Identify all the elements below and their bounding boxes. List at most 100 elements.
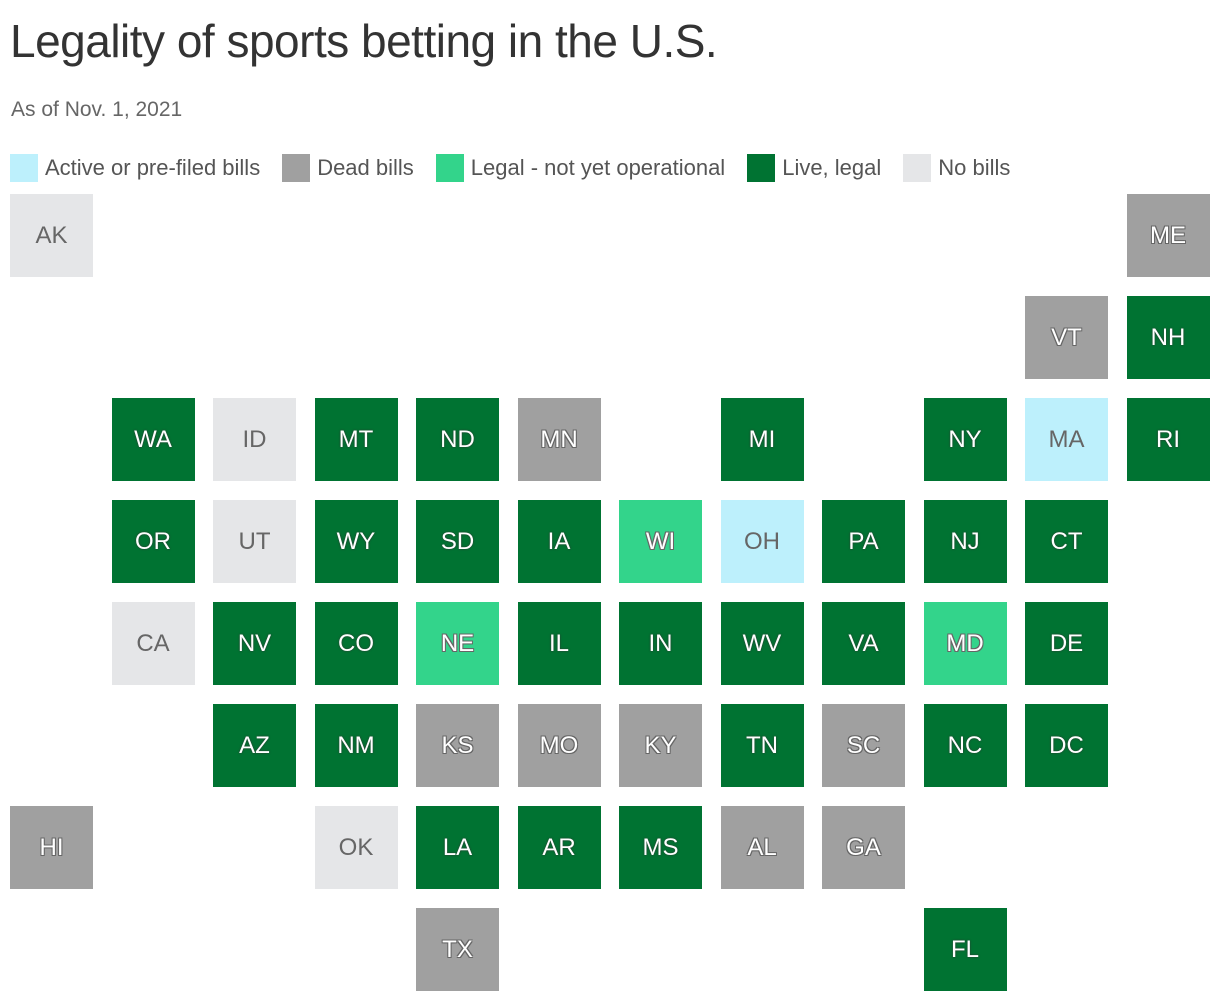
state-label: VT: [1051, 323, 1082, 351]
title: Legality of sports betting in the U.S.: [10, 15, 718, 67]
legend-item: Active or pre-filed bills: [10, 154, 260, 182]
state-tile: DC: [1025, 704, 1108, 787]
state-tile: WV: [720, 602, 804, 685]
state-label: AK: [35, 221, 68, 249]
legend-label: No bills: [938, 155, 1011, 180]
state-label: NH: [1150, 323, 1186, 351]
state-tile: CO: [314, 602, 398, 685]
legend-swatch: [282, 154, 311, 182]
state-tile: IN: [619, 602, 702, 685]
state-label: PA: [848, 527, 879, 555]
state-label: UT: [238, 527, 271, 555]
state-label: ME: [1150, 221, 1186, 249]
state-tile: NC: [923, 704, 1007, 787]
legend-item: Legal - not yet operational: [435, 154, 726, 182]
state-label: IN: [648, 629, 673, 657]
state-tile: LA: [416, 806, 499, 889]
state-label: NY: [948, 425, 982, 453]
legend-label: Active or pre-filed bills: [45, 155, 261, 180]
state-tile: CA: [111, 602, 195, 685]
state-label: OH: [744, 527, 780, 555]
legend-item: No bills: [903, 154, 1010, 182]
state-tile: NM: [314, 704, 398, 787]
state-tile: AL: [720, 806, 804, 889]
state-label: KS: [441, 731, 474, 759]
state-tile: WI: [619, 500, 702, 583]
state-label: MA: [1048, 425, 1085, 453]
state-label: AZ: [239, 731, 270, 759]
state-tile: MI: [720, 398, 804, 481]
state-label: RI: [1156, 425, 1180, 453]
state-tile: NE: [416, 602, 499, 685]
state-label: NC: [947, 731, 983, 759]
state-tile: KS: [416, 704, 499, 787]
state-label: DE: [1049, 629, 1084, 657]
state-label: ND: [440, 425, 475, 453]
state-label: TN: [746, 731, 778, 759]
state-tile: UT: [213, 500, 296, 583]
state-tile: SC: [822, 704, 905, 787]
state-tile: MA: [1025, 398, 1108, 481]
state-tile: TX: [416, 908, 499, 991]
state-label: CT: [1050, 527, 1083, 555]
state-label: SC: [846, 731, 881, 759]
state-tile: IA: [517, 500, 601, 583]
state-label: HI: [39, 833, 64, 861]
state-tile: AR: [517, 806, 601, 889]
state-tile: AZ: [213, 704, 296, 787]
legend: Active or pre-filed bills Dead bills Legal…: [10, 154, 1032, 182]
state-label: WV: [742, 629, 782, 657]
state-label: WA: [134, 425, 172, 453]
state-label: MN: [540, 425, 578, 453]
state-label: ID: [242, 425, 267, 453]
state-tile: MT: [314, 398, 398, 481]
state-label: IA: [547, 527, 571, 555]
state-label: AL: [747, 833, 777, 861]
state-tile: MO: [517, 704, 601, 787]
legend-swatch: [747, 154, 776, 182]
state-tile: RI: [1126, 398, 1210, 481]
state-label: WI: [645, 527, 676, 555]
state-label: NM: [337, 731, 375, 759]
state-tile: MN: [517, 398, 601, 481]
state-label: MI: [748, 425, 776, 453]
state-label: KY: [644, 731, 677, 759]
state-tile: ME: [1126, 194, 1210, 277]
state-tile: ND: [416, 398, 499, 481]
state-label: LA: [442, 833, 473, 861]
state-label: DC: [1049, 731, 1084, 759]
state-tile: NH: [1126, 296, 1210, 379]
state-label: NE: [440, 629, 475, 657]
legend-label: Legal - not yet operational: [470, 155, 726, 180]
legend-item: Live, legal: [747, 154, 881, 182]
state-tile: OK: [314, 806, 398, 889]
state-tile: WY: [314, 500, 398, 583]
state-tile: DE: [1025, 602, 1108, 685]
state-tile: ID: [213, 398, 296, 481]
state-label: OK: [338, 833, 374, 861]
state-label: SD: [440, 527, 475, 555]
state-tile: MS: [619, 806, 702, 889]
state-tile: HI: [10, 806, 93, 889]
state-tile: PA: [822, 500, 905, 583]
state-label: CO: [338, 629, 374, 657]
legend-label: Dead bills: [317, 155, 414, 180]
state-label: MS: [642, 833, 679, 861]
legend-swatch: [435, 154, 464, 182]
state-label: OR: [135, 527, 171, 555]
legend-swatch: [10, 154, 38, 182]
state-tile: MD: [923, 602, 1007, 685]
state-tile: IL: [517, 602, 601, 685]
state-tile: NV: [213, 602, 296, 685]
state-tile: NJ: [923, 500, 1007, 583]
state-tile: OH: [720, 500, 804, 583]
state-label: NJ: [950, 527, 980, 555]
state-tile: VA: [822, 602, 905, 685]
state-label: TX: [442, 935, 473, 963]
state-label: MD: [946, 629, 984, 657]
state-tile: VT: [1025, 296, 1108, 379]
state-label: AR: [542, 833, 576, 861]
state-tile: WA: [111, 398, 195, 481]
state-label: GA: [846, 833, 881, 861]
